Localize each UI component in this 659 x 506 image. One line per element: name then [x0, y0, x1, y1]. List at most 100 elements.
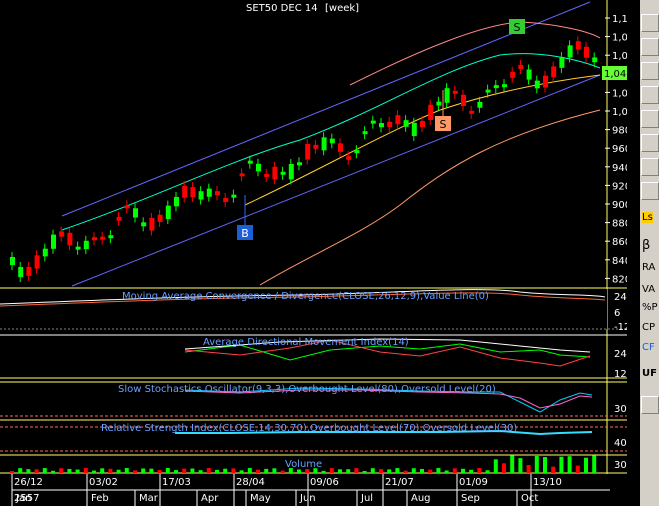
volume-bar	[59, 468, 64, 473]
svg-text:30: 30	[614, 404, 627, 415]
time-label-top: 09/06	[310, 477, 339, 488]
candle-body	[174, 196, 179, 207]
sell-marker[interactable]: S	[435, 90, 451, 131]
price-tick: 920	[612, 181, 627, 192]
zoom-in-icon[interactable]	[641, 14, 659, 32]
volume-bar	[190, 468, 195, 473]
zoom-out-icon[interactable]	[641, 38, 659, 56]
volume-bar	[551, 466, 556, 473]
volume-title: Volume	[285, 459, 322, 470]
tool-icon-2[interactable]	[641, 182, 659, 200]
time-axis-bottom: Jan Feb Mar Apr May Jun Jul Aug Sep Oct	[11, 490, 538, 506]
volume-bar	[526, 464, 531, 473]
candle-body	[108, 235, 114, 239]
tb-ls[interactable]: Ls	[642, 212, 653, 223]
right-toolbar: Ls β RA VA %P CP CF UF	[640, 0, 659, 506]
volume-bar	[92, 470, 96, 473]
tool-icon-3[interactable]	[641, 396, 659, 414]
volume-bar	[493, 459, 498, 473]
candle-body	[452, 90, 458, 94]
volume-bar	[362, 470, 367, 473]
time-label-top: 21/07	[385, 477, 414, 488]
channel-lower[interactable]	[71, 74, 601, 287]
tb-percent-p[interactable]: %P	[642, 302, 658, 313]
candle-body	[510, 71, 516, 78]
tool-icon-1[interactable]	[641, 86, 659, 104]
candle-body	[346, 156, 352, 160]
candle-body	[26, 266, 32, 276]
candle-body	[592, 57, 598, 63]
volume-bar	[133, 470, 137, 473]
sell-top-marker[interactable]: S	[509, 19, 525, 34]
time-label-top: 28/04	[236, 477, 265, 488]
candle-body	[59, 231, 65, 237]
volume-bar	[338, 469, 342, 473]
candle-body	[165, 205, 171, 220]
candle-body	[288, 163, 294, 180]
candles	[10, 36, 598, 283]
magnify-icon[interactable]	[641, 134, 659, 152]
candle-body	[116, 216, 122, 221]
tb-cf[interactable]: CF	[642, 342, 655, 353]
volume-bar	[256, 469, 260, 473]
volume-bar	[403, 470, 408, 473]
price-tick: 940	[612, 163, 627, 174]
candle-body	[477, 101, 483, 108]
zoom-reset-icon[interactable]	[641, 62, 659, 80]
volume-bar	[247, 468, 252, 473]
candle-body	[42, 248, 48, 257]
candle-body	[190, 187, 196, 198]
price-tick: 840	[612, 256, 627, 267]
svg-text:40: 40	[614, 438, 627, 449]
candle-body	[428, 104, 434, 120]
volume-bar	[477, 468, 482, 473]
tb-cp[interactable]: CP	[642, 322, 656, 333]
volume-bar	[223, 468, 228, 473]
time-label-bottom: Jul	[360, 493, 373, 504]
buy-marker[interactable]: B	[237, 195, 253, 240]
candle-body	[182, 185, 188, 198]
volume-bar	[182, 468, 187, 473]
candle-body	[198, 191, 204, 200]
stock-chart[interactable]: SET50 DEC 14 [week] B S S 1,100 1,080 1,06…	[0, 0, 627, 506]
tb-va[interactable]: VA	[642, 284, 656, 295]
time-label-bottom: Oct	[521, 493, 538, 504]
candle-body	[354, 150, 360, 154]
candle-body	[256, 163, 261, 172]
scroll-gutter	[627, 0, 640, 506]
svg-text:-12: -12	[614, 322, 627, 333]
tb-beta[interactable]: β	[642, 238, 651, 253]
volume-bar	[469, 469, 474, 473]
candle-body	[231, 194, 237, 198]
volume-bar	[10, 471, 14, 473]
price-tick: 860	[612, 237, 627, 248]
candle-body	[526, 69, 532, 80]
tb-uf[interactable]: UF	[642, 368, 657, 379]
volume-bar	[108, 468, 113, 473]
volume-bar	[51, 470, 55, 473]
volume-bar	[165, 468, 170, 473]
candle-body	[157, 214, 163, 222]
svg-text:6: 6	[614, 308, 620, 319]
candle-body	[575, 41, 581, 50]
candle-body	[551, 66, 557, 78]
tb-ra[interactable]: RA	[642, 262, 656, 273]
volume-bar	[297, 469, 301, 473]
candle-body	[420, 121, 425, 127]
volume-bar	[305, 469, 310, 473]
zoom-icon[interactable]	[641, 158, 659, 176]
candle-body	[223, 198, 229, 203]
price-tick: 1,000	[612, 107, 627, 118]
candle-body	[370, 120, 376, 124]
search-icon[interactable]	[641, 110, 659, 128]
svg-text:S: S	[440, 118, 447, 131]
candle-body	[584, 46, 589, 58]
volume-bar	[149, 468, 154, 473]
candle-body	[493, 85, 499, 89]
volume-bar	[502, 463, 506, 473]
volume-bar	[231, 468, 236, 473]
candle-body	[518, 64, 524, 70]
channel-upper[interactable]	[61, 1, 591, 217]
time-label-bottom: Jun	[299, 493, 316, 504]
candle-body	[534, 80, 540, 89]
